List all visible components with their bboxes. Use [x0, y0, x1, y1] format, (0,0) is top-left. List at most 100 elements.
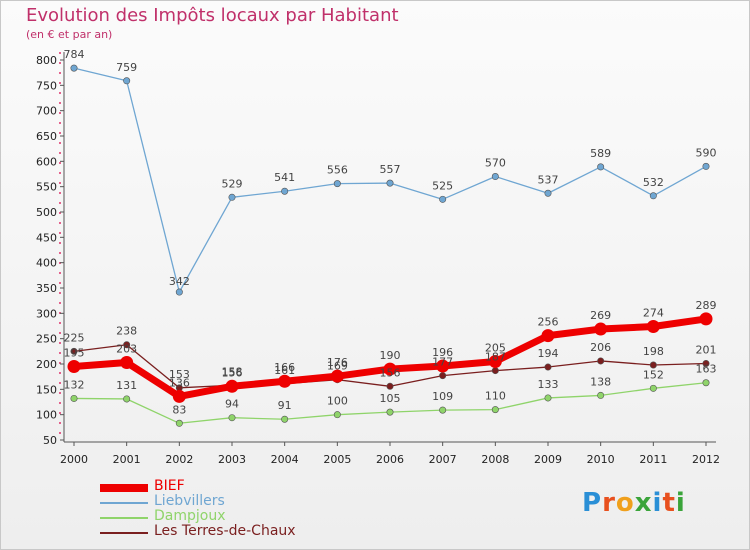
logo-letter: i: [675, 488, 686, 518]
data-label-dampjoux: 91: [278, 399, 292, 412]
data-label-les-terres-de-chaux: 225: [64, 331, 85, 344]
y-tick-label: 250: [36, 333, 57, 346]
legend-label-les-terres-de-chaux: Les Terres-de-Chaux: [154, 523, 296, 539]
data-point-bief: [225, 379, 239, 393]
data-label-liebvillers: 532: [643, 176, 664, 189]
x-tick-label: 2010: [587, 453, 615, 466]
data-label-bief: 176: [327, 356, 348, 369]
data-label-liebvillers: 556: [327, 164, 348, 177]
data-point-bief: [646, 320, 660, 334]
x-tick-label: 2011: [639, 453, 667, 466]
data-point-bief: [541, 329, 555, 343]
data-label-liebvillers: 342: [169, 275, 190, 288]
data-point-liebvillers: [702, 162, 710, 170]
logo-letter: o: [615, 488, 635, 518]
legend-label-liebvillers: Liebvillers: [154, 493, 225, 509]
y-tick-label: 750: [36, 79, 57, 92]
data-point-liebvillers: [597, 163, 605, 171]
data-label-dampjoux: 133: [538, 378, 559, 391]
data-label-dampjoux: 132: [64, 378, 85, 391]
logo-letter: r: [602, 488, 616, 518]
data-label-dampjoux: 152: [643, 368, 664, 381]
data-point-dampjoux: [439, 406, 447, 414]
chart-title: Evolution des Impôts locaux par Habitant: [26, 5, 399, 26]
data-point-les-terres-de-chaux: [123, 341, 131, 349]
data-point-les-terres-de-chaux: [386, 382, 394, 390]
y-tick-label: 600: [36, 155, 57, 168]
data-point-les-terres-de-chaux: [70, 347, 78, 355]
legend-swatch-dampjoux: [100, 517, 148, 519]
data-point-dampjoux: [228, 414, 236, 422]
x-tick-label: 2012: [692, 453, 720, 466]
y-tick-label: 100: [36, 409, 57, 422]
legend-label-bief: BIEF: [154, 478, 185, 494]
data-label-dampjoux: 105: [380, 392, 401, 405]
data-label-dampjoux: 109: [432, 390, 453, 403]
data-point-dampjoux: [544, 394, 552, 402]
data-label-les-terres-de-chaux: 161: [274, 364, 295, 377]
data-label-bief: 269: [590, 309, 611, 322]
data-label-les-terres-de-chaux: 187: [485, 351, 506, 364]
data-point-les-terres-de-chaux: [439, 372, 447, 380]
y-tick-label: 200: [36, 358, 57, 371]
data-label-liebvillers: 557: [380, 163, 401, 176]
data-label-les-terres-de-chaux: 158: [222, 365, 243, 378]
data-point-liebvillers: [491, 173, 499, 181]
data-point-bief: [172, 389, 186, 403]
data-label-liebvillers: 590: [696, 146, 717, 159]
data-point-bief: [67, 360, 81, 374]
x-tick-label: 2007: [429, 453, 457, 466]
logo-letter: t: [662, 488, 676, 518]
data-label-liebvillers: 759: [116, 61, 137, 74]
data-label-dampjoux: 163: [696, 363, 717, 376]
data-point-dampjoux: [386, 408, 394, 416]
logo-letter: i: [652, 488, 663, 518]
data-label-bief: 156: [222, 366, 243, 379]
x-tick-label: 2005: [323, 453, 351, 466]
data-label-les-terres-de-chaux: 169: [327, 360, 348, 373]
data-point-bief: [383, 362, 397, 376]
data-label-bief: 166: [274, 361, 295, 374]
chart-subtitle: (en € et par an): [26, 28, 113, 41]
data-point-bief: [594, 322, 608, 336]
y-tick-label: 800: [36, 54, 57, 67]
data-point-dampjoux: [70, 394, 78, 402]
data-label-bief: 289: [696, 299, 717, 312]
data-point-dampjoux: [281, 415, 289, 423]
data-label-dampjoux: 100: [327, 395, 348, 408]
y-tick-label: 400: [36, 257, 57, 270]
data-label-dampjoux: 110: [485, 390, 506, 403]
data-label-bief: 195: [64, 347, 85, 360]
y-tick-label: 700: [36, 105, 57, 118]
data-point-les-terres-de-chaux: [544, 363, 552, 371]
data-point-dampjoux: [702, 379, 710, 387]
data-label-les-terres-de-chaux: 238: [116, 325, 137, 338]
x-tick-label: 2000: [60, 453, 88, 466]
data-point-dampjoux: [491, 406, 499, 414]
data-point-bief: [330, 369, 344, 383]
data-label-bief: 196: [432, 346, 453, 359]
data-label-liebvillers: 784: [64, 48, 85, 61]
y-tick-label: 50: [43, 434, 57, 447]
data-point-bief: [488, 354, 502, 368]
data-point-liebvillers: [175, 288, 183, 296]
data-point-liebvillers: [439, 195, 447, 203]
data-point-liebvillers: [281, 187, 289, 195]
data-point-liebvillers: [123, 77, 131, 85]
y-tick-label: 550: [36, 181, 57, 194]
data-label-les-terres-de-chaux: 206: [590, 341, 611, 354]
data-label-les-terres-de-chaux: 201: [696, 343, 717, 356]
data-point-liebvillers: [649, 192, 657, 200]
data-point-les-terres-de-chaux: [597, 357, 605, 365]
data-point-dampjoux: [333, 411, 341, 419]
data-label-dampjoux: 94: [225, 398, 239, 411]
data-point-bief: [120, 355, 134, 369]
y-tick-label: 300: [36, 307, 57, 320]
data-point-dampjoux: [175, 419, 183, 427]
legend-swatch-bief: [100, 484, 148, 492]
data-point-bief: [699, 312, 713, 326]
x-tick-label: 2003: [218, 453, 246, 466]
legend-swatch-les-terres-de-chaux: [100, 532, 148, 534]
data-label-liebvillers: 570: [485, 157, 506, 170]
